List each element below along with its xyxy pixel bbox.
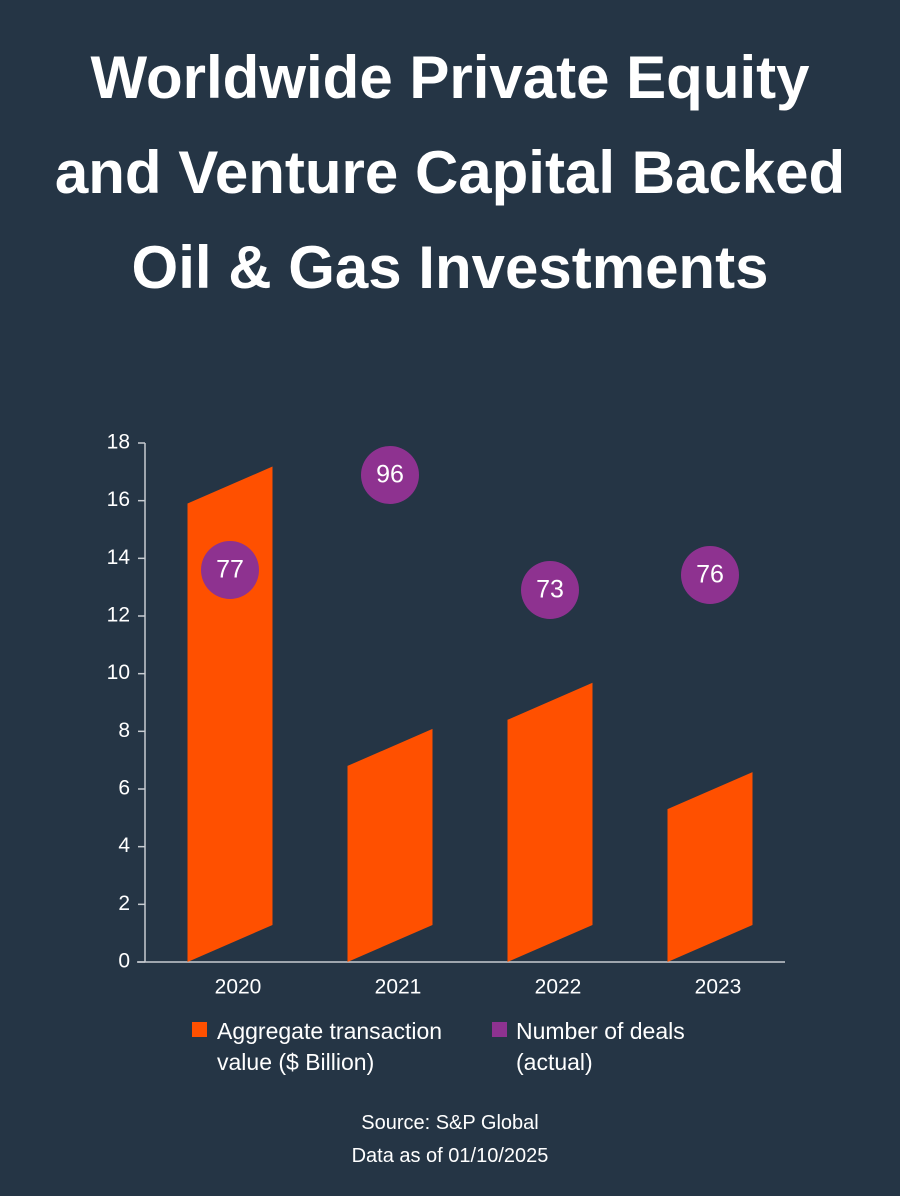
legend-swatch: [192, 1022, 207, 1037]
x-tick-label: 2020: [215, 976, 262, 999]
y-tick-label: 0: [118, 950, 130, 973]
bar: [667, 772, 753, 962]
deal-marker: [521, 561, 579, 619]
y-tick-label: 18: [107, 431, 130, 454]
x-tick-label: 2021: [375, 976, 422, 999]
bar: [347, 728, 433, 962]
source: Data as of 01/10/2025: [351, 1145, 549, 1167]
chart-title: Worldwide Private Equity and Venture Cap…: [54, 44, 846, 301]
deal-label: 77: [216, 556, 244, 584]
deal-marker: [681, 546, 739, 604]
deal-label: 73: [536, 576, 564, 604]
y-tick-label: 14: [107, 546, 131, 569]
bar: [507, 682, 593, 962]
deal-marker: [201, 541, 259, 599]
y-tick-label: 4: [118, 834, 130, 857]
y-tick-label: 6: [118, 777, 130, 800]
legend-label: Aggregate transaction value ($ Billion): [217, 1018, 443, 1075]
y-tick-label: 8: [118, 719, 130, 742]
bar: [187, 466, 273, 962]
deal-marker: [361, 446, 419, 504]
chart: 0 2 4 6 8 10 12 14 16 18 2020 77 2021 96 2022 73 2023 76: [107, 431, 785, 999]
legend-label: Number of deals (actual): [516, 1018, 685, 1075]
y-tick-label: 16: [107, 488, 130, 511]
deal-label: 76: [696, 561, 724, 589]
y-tick-label: 2: [118, 892, 130, 915]
source: Source: S&P Global: [361, 1112, 539, 1134]
x-tick-label: 2023: [695, 976, 742, 999]
deal-label: 96: [376, 461, 404, 489]
legend-swatch: [492, 1022, 507, 1037]
y-tick-label: 10: [107, 661, 130, 684]
y-tick-label: 12: [107, 604, 130, 627]
x-tick-label: 2022: [535, 976, 582, 999]
